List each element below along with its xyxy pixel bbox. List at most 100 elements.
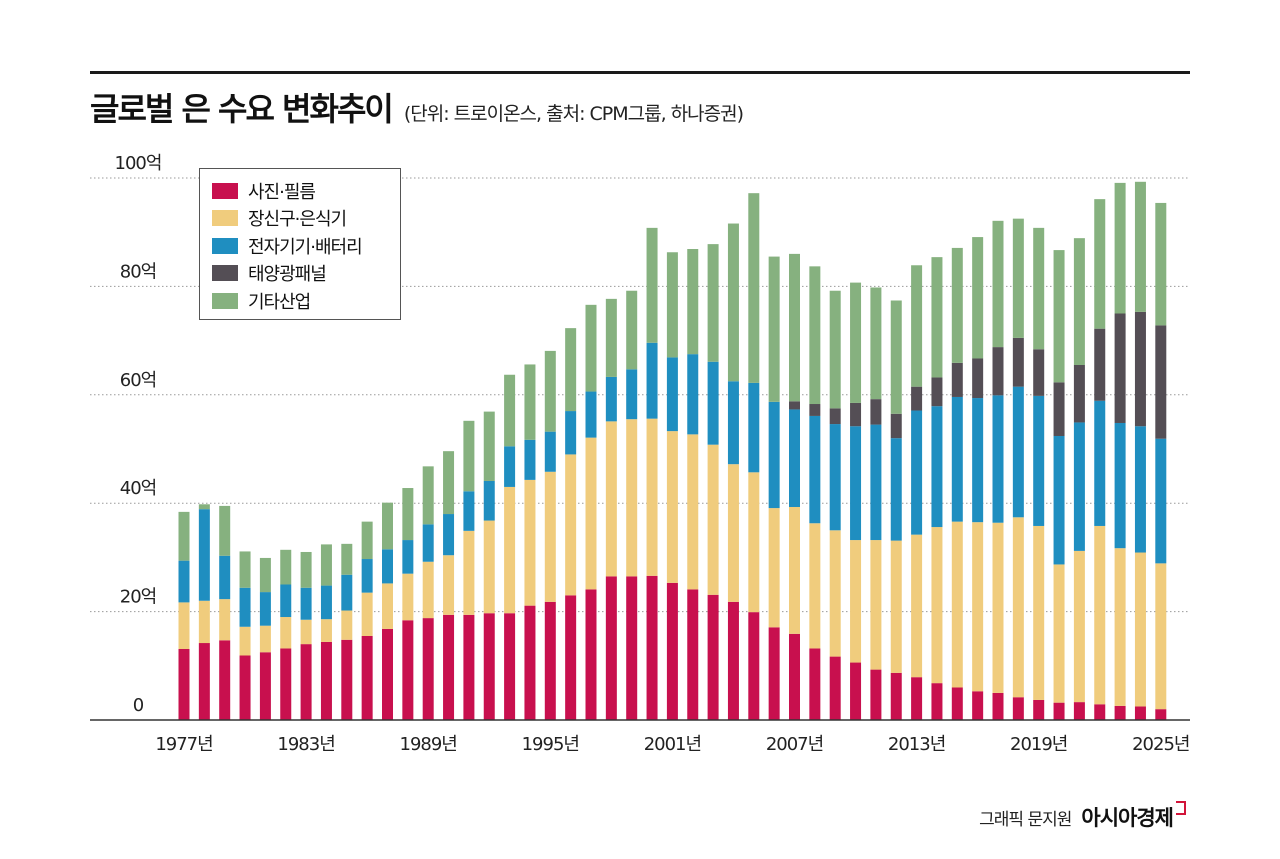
bar-segment [890, 540, 902, 673]
bar-segment [1094, 704, 1106, 720]
bar-segment [585, 437, 597, 590]
legend-swatch [212, 182, 238, 199]
bar-segment [1114, 548, 1126, 706]
bar-segment [178, 648, 190, 720]
bar-segment [524, 605, 536, 720]
bar-segment [341, 574, 353, 611]
bar-segment [239, 587, 251, 627]
legend-swatch [212, 265, 238, 282]
bar-segment [626, 419, 638, 577]
bar-segment [1094, 199, 1106, 329]
bar-segment [1134, 311, 1146, 427]
bar-segment [911, 534, 923, 678]
chart-title: 글로벌 은 수요 변화추이 [90, 90, 394, 128]
legend: 사진·필름 장신구·은식기 전자기기·배터리 태양광패널 기타산업 [199, 168, 401, 320]
bar-segment [931, 406, 943, 528]
bar-segment [300, 551, 312, 588]
bar-segment [850, 662, 862, 720]
bar-segment [707, 444, 719, 595]
bar-segment [504, 486, 516, 614]
bar-segment [463, 530, 475, 615]
bar-segment [402, 620, 414, 720]
bar-segment [219, 599, 231, 641]
bar-segment [931, 683, 943, 720]
bar-segment [422, 524, 434, 562]
bar-segment [463, 420, 475, 492]
legend-item: 전자기기·배터리 [212, 232, 400, 260]
bar-segment [483, 520, 495, 614]
bar-segment [504, 374, 516, 447]
bar-segment [300, 644, 312, 720]
bar-segment [544, 431, 556, 472]
bar-segment [280, 549, 292, 585]
bar-segment [809, 415, 821, 524]
bar-segment [727, 223, 739, 382]
bar-segment [219, 640, 231, 720]
bar-segment [1033, 349, 1045, 396]
bar-segment [1114, 182, 1126, 314]
bar-segment [666, 357, 678, 432]
bar-segment [911, 386, 923, 411]
bar-segment [829, 656, 841, 720]
bar-segment [1155, 709, 1167, 720]
bar-segment [809, 648, 821, 720]
bar-segment [1073, 422, 1085, 551]
bar-segment [178, 511, 190, 561]
bar-segment [1033, 395, 1045, 526]
bar-segment [605, 376, 617, 422]
bar-segment [443, 555, 455, 615]
bar-segment [178, 602, 190, 649]
legend-swatch [212, 292, 238, 309]
bar-segment [1073, 550, 1085, 703]
bar-segment [198, 504, 210, 510]
bar-segment [504, 446, 516, 487]
bar-segment [422, 466, 434, 525]
bar-segment [1094, 525, 1106, 705]
y-tick-label: 100억 [115, 153, 162, 174]
bar-segment [1053, 382, 1065, 436]
bar-segment [850, 426, 862, 541]
bar-segment [789, 409, 800, 507]
bar-segment [646, 575, 658, 720]
bar-segment [1053, 564, 1065, 703]
header: 글로벌 은 수요 변화추이 (단위: 트로이온스, 출처: CPM그룹, 하나증… [90, 84, 744, 132]
bar-segment [911, 265, 923, 387]
bar-segment [748, 193, 760, 383]
bar-segment [382, 628, 393, 720]
bar-segment [300, 619, 312, 645]
bar-segment [992, 347, 1004, 396]
bar-segment [1134, 706, 1146, 720]
bar-segment [585, 304, 597, 392]
bar-segment [524, 364, 536, 440]
bar-segment [198, 509, 210, 601]
bar-segment [443, 514, 455, 556]
bar-segment [382, 583, 393, 629]
x-tick-label: 1995년 [522, 734, 579, 755]
bar-segment [829, 530, 841, 657]
bar-segment [748, 612, 760, 720]
bar-segment [239, 655, 251, 720]
bar-segment [687, 434, 699, 590]
bar-segment [1053, 250, 1065, 383]
bar-segment [707, 244, 719, 362]
legend-swatch [212, 237, 238, 254]
x-tick-label: 2007년 [766, 734, 823, 755]
x-tick-label: 1989년 [400, 734, 457, 755]
bar-segment [1073, 238, 1085, 365]
bar-segment [565, 328, 577, 412]
bar-segment [707, 361, 719, 445]
bar-segment [504, 613, 516, 720]
bar-segment [666, 431, 678, 583]
bar-segment [382, 502, 393, 550]
bar-segment [890, 672, 902, 720]
bar-segment [890, 300, 902, 414]
bar-segment [463, 614, 475, 720]
bar-segment [483, 613, 495, 720]
bar-segment [320, 544, 332, 586]
bar-segment [1134, 181, 1146, 312]
bar-segment [443, 451, 455, 515]
bar-segment [219, 555, 231, 600]
bar-segment [422, 618, 434, 720]
chart-subtitle: (단위: 트로이온스, 출처: CPM그룹, 하나증권) [403, 103, 744, 125]
